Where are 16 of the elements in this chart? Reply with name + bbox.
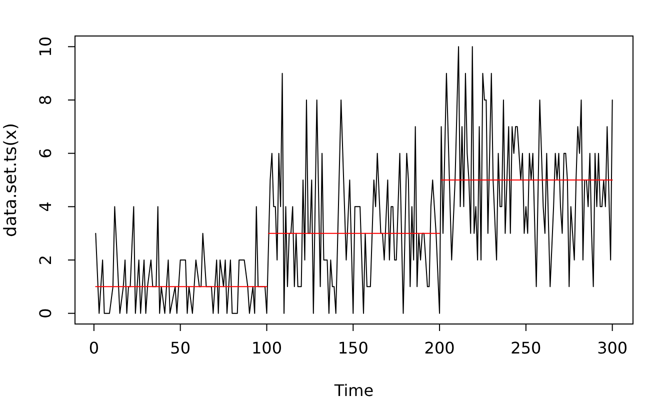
x-tick-label: 100	[251, 338, 282, 358]
y-tick-label: 10	[36, 36, 55, 57]
y-tick-label: 4	[36, 202, 55, 212]
x-tick-label: 50	[170, 338, 191, 358]
y-tick-label: 6	[36, 148, 55, 158]
y-tick-label: 0	[36, 308, 55, 318]
y-tick-label: 2	[36, 254, 55, 266]
x-tick-label: 300	[597, 338, 628, 358]
x-tick-label: 0	[88, 338, 100, 358]
line-series	[95, 46, 613, 314]
y-tick-label: 8	[36, 94, 55, 106]
x-tick-label: 250	[510, 338, 542, 358]
x-tick-label: 150	[338, 338, 368, 358]
x-axis-title: Time	[333, 381, 374, 400]
y-axis-title: data.set.ts(x)	[1, 123, 21, 237]
x-tick-label: 200	[424, 338, 455, 358]
